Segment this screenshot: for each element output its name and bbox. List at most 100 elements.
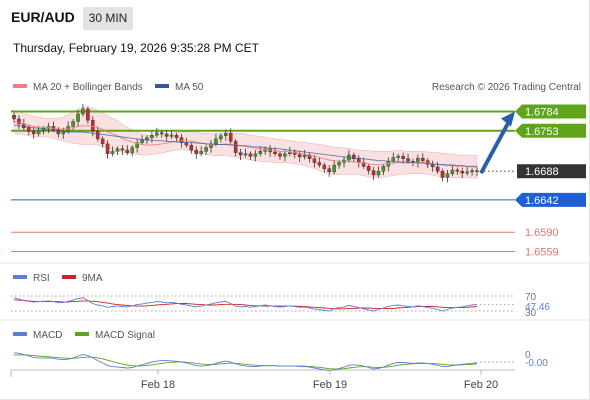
candle-body: [322, 164, 327, 169]
candle: [238, 148, 243, 161]
candle-body: [105, 143, 110, 155]
candle-body: [406, 158, 410, 162]
rsi-current-value: 47.46: [525, 302, 550, 313]
candle-body: [253, 153, 258, 157]
candle-body: [159, 132, 164, 135]
rsi-panel: [11, 295, 515, 312]
candle-body: [66, 126, 70, 132]
candle: [189, 142, 194, 154]
legend-rsi-ma-swatch: [62, 275, 76, 279]
candle-body: [440, 171, 445, 178]
candle-body: [169, 134, 174, 137]
candle: [475, 166, 479, 177]
current-price-label: 1.6688: [525, 166, 559, 178]
candle-body: [164, 133, 169, 137]
chart-datetime: Thursday, February 19, 2026 9:35:28 PM C…: [13, 41, 259, 55]
candle-body: [475, 170, 479, 172]
candle-body: [174, 134, 179, 138]
candle-body: [36, 130, 41, 135]
candle: [381, 163, 386, 175]
candle: [312, 155, 317, 168]
candle-body: [86, 108, 90, 121]
candle: [322, 162, 327, 173]
candle-body: [100, 138, 105, 145]
candle-body: [140, 139, 144, 143]
candle-body: [302, 154, 307, 158]
candle: [130, 145, 135, 157]
candle: [71, 118, 75, 131]
candle-body: [95, 131, 100, 140]
pair-title: EUR/AUD: [11, 9, 75, 25]
levels-layer: 1.6784 1.6753 1.6688 1.6642 1.6590 1.6559: [11, 104, 586, 259]
candle: [233, 138, 238, 157]
candle-body: [189, 144, 194, 151]
ma20-line: [13, 121, 477, 168]
macd-panel: [13, 352, 515, 372]
level-label-support: 1.6559: [525, 247, 559, 259]
candle-body: [352, 154, 356, 159]
candle-body: [297, 154, 302, 158]
candle: [120, 145, 125, 156]
forecast-arrow-shaft: [479, 120, 511, 175]
candle-body: [223, 133, 228, 136]
x-tick-feb18: Feb 18: [141, 379, 175, 391]
candle: [115, 146, 120, 156]
candle-body: [155, 132, 159, 136]
candle: [470, 168, 474, 176]
candle-body: [317, 162, 322, 166]
candle-body: [332, 164, 336, 173]
candle-body: [361, 162, 366, 167]
candle: [450, 165, 455, 177]
candle: [430, 160, 435, 172]
candle-body: [327, 168, 332, 173]
candle-body: [278, 153, 282, 157]
candle: [12, 112, 16, 123]
x-tick-feb20: Feb 20: [464, 379, 498, 391]
candle: [376, 166, 381, 178]
level-label-resistance: 1.6784: [525, 107, 559, 119]
candle-body: [396, 156, 400, 158]
candle-body: [376, 171, 381, 176]
candle-body: [366, 166, 371, 171]
level-label-pivot: 1.6642: [525, 195, 559, 207]
candle: [440, 168, 445, 182]
candle-body: [228, 133, 233, 142]
candle-body: [115, 148, 120, 152]
candle: [435, 161, 440, 174]
legend-ma50-swatch: [155, 84, 169, 88]
candle: [421, 153, 425, 164]
candle: [17, 115, 21, 129]
legend-macd-swatch: [13, 332, 27, 336]
candle-body: [312, 158, 317, 163]
ma-layer: [13, 121, 477, 168]
timeframe-badge[interactable]: 30 MIN: [83, 7, 133, 30]
candle-body: [381, 166, 386, 172]
candle-body: [421, 157, 425, 161]
candle: [223, 129, 228, 141]
candle: [155, 127, 159, 138]
candle-body: [214, 138, 218, 145]
level-tag-pivot: [515, 192, 586, 207]
candle: [150, 131, 154, 143]
candle: [253, 150, 258, 162]
candle: [248, 151, 253, 161]
candle: [164, 130, 169, 142]
candle: [445, 169, 450, 183]
candle: [258, 146, 263, 157]
candle-body: [445, 173, 450, 178]
candle: [278, 151, 282, 161]
candle: [125, 145, 130, 156]
candle-body: [31, 131, 36, 135]
legend-rsi-ma-label: 9MA: [82, 273, 103, 284]
candle: [465, 166, 469, 176]
legend-ma20-label: MA 20 + Bollinger Bands: [33, 82, 143, 93]
candle-body: [125, 149, 130, 153]
candle-body: [56, 129, 61, 135]
candle-body: [248, 153, 253, 157]
candle-body: [12, 115, 16, 120]
candle-body: [135, 142, 139, 148]
candle-body: [204, 147, 208, 152]
candle: [455, 167, 460, 175]
bollinger-band: [13, 106, 478, 179]
candle-body: [401, 156, 405, 159]
